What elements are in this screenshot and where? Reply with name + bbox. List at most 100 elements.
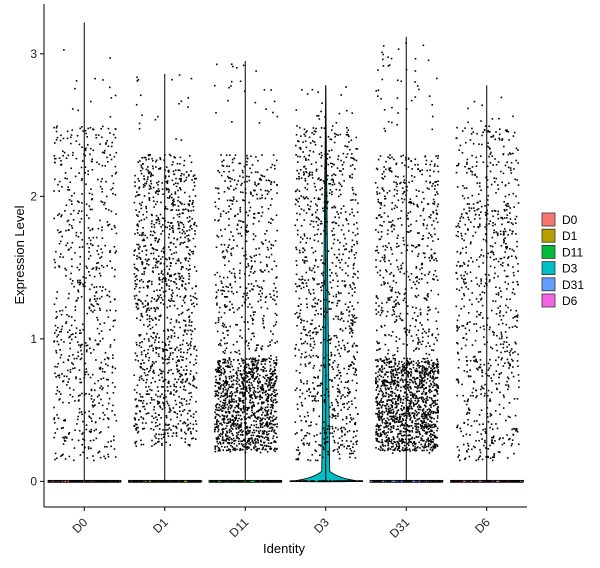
point <box>215 291 218 294</box>
point <box>86 344 89 347</box>
violins-layer <box>47 22 524 483</box>
point <box>305 297 308 300</box>
point <box>105 195 108 198</box>
point <box>315 327 317 329</box>
point <box>271 378 273 381</box>
point <box>228 399 231 401</box>
point <box>90 430 92 433</box>
point <box>244 90 246 93</box>
point <box>179 348 182 350</box>
point <box>336 395 339 397</box>
point <box>135 412 137 415</box>
point <box>337 384 340 386</box>
point <box>148 320 151 323</box>
point <box>188 324 190 327</box>
point <box>236 308 239 311</box>
point <box>134 174 136 177</box>
point <box>170 409 172 412</box>
point <box>252 223 255 225</box>
point <box>440 480 442 482</box>
point <box>346 445 349 447</box>
point <box>315 203 317 206</box>
point <box>260 174 263 177</box>
point <box>182 422 184 425</box>
point <box>62 401 64 404</box>
point <box>60 313 63 316</box>
point <box>254 438 257 440</box>
point <box>313 130 316 132</box>
point <box>106 408 108 410</box>
point <box>84 371 86 373</box>
point <box>314 305 316 308</box>
point <box>245 426 248 428</box>
point <box>216 480 219 482</box>
point <box>261 358 264 361</box>
point <box>61 235 63 238</box>
point <box>336 304 338 307</box>
point <box>299 312 301 315</box>
point <box>185 176 188 179</box>
point <box>79 127 82 130</box>
point <box>319 179 322 181</box>
point <box>353 450 356 453</box>
point <box>135 445 138 447</box>
point <box>350 322 353 325</box>
point <box>313 279 315 281</box>
point <box>234 280 237 283</box>
point <box>214 390 216 393</box>
point <box>238 399 241 401</box>
point <box>233 398 235 401</box>
point <box>216 304 218 306</box>
point <box>229 300 231 303</box>
point <box>354 317 356 320</box>
point <box>68 336 70 339</box>
point <box>273 383 276 386</box>
point <box>58 374 61 376</box>
point <box>402 385 405 388</box>
point <box>98 417 101 420</box>
point <box>311 319 313 322</box>
point <box>168 268 171 271</box>
point <box>294 433 297 435</box>
point <box>90 188 92 190</box>
point <box>169 391 172 393</box>
point <box>244 398 247 400</box>
point <box>162 247 165 250</box>
point <box>312 395 315 398</box>
point <box>372 480 374 482</box>
point <box>333 439 336 442</box>
point <box>219 377 221 380</box>
point <box>336 400 338 403</box>
point <box>246 440 249 443</box>
point <box>245 443 247 446</box>
point <box>251 405 253 408</box>
point <box>80 344 82 347</box>
point <box>175 361 178 364</box>
point <box>108 295 111 298</box>
point <box>243 410 246 413</box>
point <box>167 424 169 426</box>
point <box>107 378 109 381</box>
point <box>89 239 92 242</box>
point <box>214 395 216 397</box>
point <box>137 243 140 246</box>
point <box>227 410 230 413</box>
point <box>159 158 162 161</box>
point <box>69 142 72 145</box>
point <box>249 441 252 444</box>
point <box>146 374 149 376</box>
point <box>247 430 249 432</box>
point <box>233 440 235 442</box>
point <box>306 320 309 323</box>
point <box>170 347 173 350</box>
point <box>270 394 272 397</box>
point <box>78 344 80 346</box>
point <box>138 193 141 196</box>
point <box>89 274 91 277</box>
point <box>151 159 154 162</box>
point <box>113 246 116 248</box>
point <box>85 424 88 426</box>
point <box>226 381 229 384</box>
point <box>268 430 270 433</box>
point <box>135 306 138 308</box>
